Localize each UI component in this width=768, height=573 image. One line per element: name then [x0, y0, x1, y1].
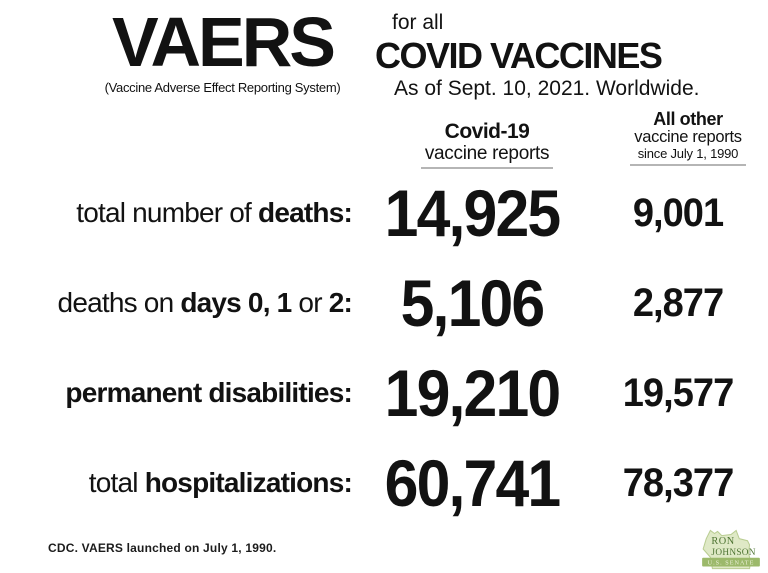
covid-value: 19,210 [384, 356, 562, 430]
logo-name-ron: RON [711, 536, 734, 547]
row-label: total hospitalizations: [88, 467, 353, 498]
other-column-note: since July 1, 1990 [637, 146, 739, 162]
covid-value: 5,106 [400, 266, 546, 340]
other-value: 19,577 [622, 370, 734, 415]
covid-value: 14,925 [384, 176, 562, 250]
scope-block: for all COVID VACCINES As of Sept. 10, 2… [375, 10, 699, 102]
other-value: 2,877 [632, 280, 724, 325]
as-of-date: As of Sept. 10, 2021. Worldwide. [394, 77, 700, 100]
vaers-title-block: VAERS (Vaccine Adverse Effect Reporting … [75, 6, 370, 95]
row-label: deaths on days 0, 1 or 2: [57, 287, 353, 318]
page-title: VAERS [112, 3, 336, 81]
covid-column-header: Covid-19 vaccine reports [372, 120, 602, 170]
scope-prefix: for all [392, 11, 444, 34]
other-column-subtitle: vaccine reports [634, 128, 742, 147]
row-label: total number of deaths: [76, 197, 353, 228]
table-row: permanent disabilities: 19,210 19,577 [0, 348, 768, 438]
covid-column-title: Covid-19 [444, 120, 530, 143]
table-row: total hospitalizations: 60,741 78,377 [0, 438, 768, 528]
row-label: permanent disabilities: [65, 377, 352, 408]
other-column-title: All other [653, 109, 723, 129]
other-column-header: All other vaccine reports since July 1, … [608, 109, 768, 167]
table-row: total number of deaths: 14,925 9,001 [0, 168, 768, 258]
covid-value: 60,741 [384, 446, 562, 520]
other-value: 9,001 [632, 190, 724, 235]
logo-band [702, 557, 760, 567]
logo-us-senate: U.S. SENATE [708, 559, 755, 566]
source-note: CDC. VAERS launched on July 1, 1990. [48, 541, 277, 555]
stats-table: total number of deaths: 14,925 9,001 dea… [0, 168, 768, 528]
covid-column-subtitle: vaccine reports [424, 142, 550, 164]
logo-name-johnson: JOHNSON [711, 548, 755, 558]
senate-logo: RON JOHNSON U.S. SENATE [702, 529, 760, 570]
scope-title: COVID VACCINES [375, 35, 663, 76]
other-value: 78,377 [622, 460, 734, 505]
table-row: deaths on days 0, 1 or 2: 5,106 2,877 [0, 258, 768, 348]
page-subtitle: (Vaccine Adverse Effect Reporting System… [104, 80, 341, 95]
